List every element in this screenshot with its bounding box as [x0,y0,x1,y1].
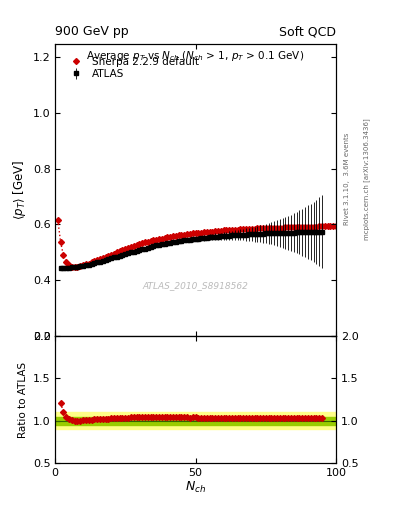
Text: 900 GeV pp: 900 GeV pp [55,26,129,38]
Sherpa 2.2.9 default [314,223,319,229]
Sherpa 2.2.9 default [322,223,327,229]
Text: Average $p_T$ vs $N_{ch}$ ($N_{ch}$ > 1, $p_T$ > 0.1 GeV): Average $p_T$ vs $N_{ch}$ ($N_{ch}$ > 1,… [86,49,305,63]
Bar [55,416,336,425]
Y-axis label: Ratio to ATLAS: Ratio to ATLAS [18,361,28,438]
Text: ATLAS_2010_S8918562: ATLAS_2010_S8918562 [143,282,248,290]
Sherpa 2.2.9 default [55,217,60,223]
Y-axis label: $\langle p_T \rangle$ [GeV]: $\langle p_T \rangle$ [GeV] [11,159,28,220]
Text: mcplots.cern.ch [arXiv:1306.3436]: mcplots.cern.ch [arXiv:1306.3436] [364,118,370,240]
Legend: Sherpa 2.2.9 default, ATLAS: Sherpa 2.2.9 default, ATLAS [66,55,201,81]
Sherpa 2.2.9 default [112,250,116,257]
Sherpa 2.2.9 default [72,264,77,270]
Text: Soft QCD: Soft QCD [279,26,336,38]
X-axis label: $N_{ch}$: $N_{ch}$ [185,480,206,496]
Bar [55,412,336,429]
Sherpa 2.2.9 default [224,227,229,233]
Text: Rivet 3.1.10,  3.6M events: Rivet 3.1.10, 3.6M events [344,133,350,225]
Line: Sherpa 2.2.9 default: Sherpa 2.2.9 default [56,218,338,269]
Sherpa 2.2.9 default [334,223,338,229]
Sherpa 2.2.9 default [123,246,128,252]
Sherpa 2.2.9 default [202,229,206,236]
